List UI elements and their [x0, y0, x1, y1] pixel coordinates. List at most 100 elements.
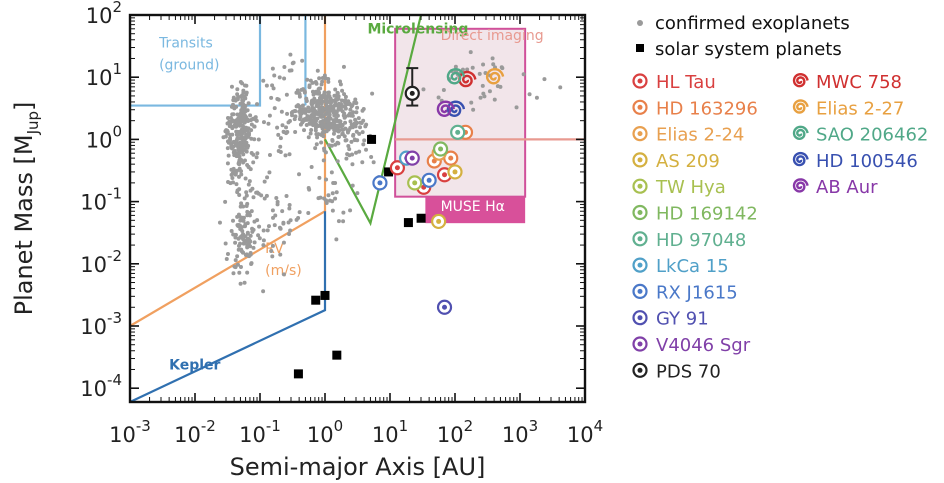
exoplanet-dot — [252, 137, 257, 142]
exoplanet-dot — [354, 129, 359, 134]
exoplanet-dot — [242, 240, 247, 245]
legend: confirmed exoplanets solar system planets… — [632, 13, 928, 382]
exoplanet-dot — [239, 169, 244, 174]
exoplanet-dot — [249, 209, 254, 214]
exoplanet-dot — [236, 222, 241, 227]
exoplanet-dot — [348, 208, 353, 213]
exoplanet-dot — [330, 191, 335, 196]
exoplanet-dot — [285, 111, 290, 116]
exoplanet-dot — [281, 240, 286, 245]
exoplanet-dot — [231, 218, 236, 223]
exoplanet-dot — [527, 92, 532, 97]
exoplanet-dot — [272, 106, 277, 111]
exoplanet-dot — [326, 90, 331, 95]
exoplanet-dot — [265, 175, 270, 180]
disk-ring-point — [436, 299, 453, 315]
exoplanet-dot — [542, 77, 547, 82]
exoplanet-dot — [322, 146, 327, 151]
exoplanet-dot — [324, 112, 329, 117]
solar-system-points — [293, 134, 426, 379]
legend-label: Elias 2-27 — [816, 98, 904, 119]
exoplanet-dot — [302, 118, 307, 123]
exoplanet-dot — [354, 150, 359, 155]
exoplanet-dot — [322, 90, 327, 95]
solar-planet-square — [384, 167, 394, 177]
exoplanet-dot — [334, 97, 339, 102]
exoplanet-dot — [282, 64, 287, 69]
exoplanet-dot — [337, 105, 342, 110]
exoplanet-dot — [498, 84, 503, 89]
y-tick-exp: -1 — [107, 185, 122, 203]
exoplanet-dot — [245, 201, 250, 206]
exoplanet-dot — [299, 107, 304, 112]
exoplanet-dot — [242, 224, 247, 229]
x-tick-base: 10 — [109, 423, 136, 447]
exoplanet-dot — [338, 124, 343, 129]
exoplanet-dot — [335, 140, 340, 145]
exoplanet-dot — [242, 196, 247, 201]
ring-core — [637, 288, 643, 294]
exoplanet-dot — [275, 202, 280, 207]
ring-core — [637, 157, 643, 163]
exoplanet-dot — [337, 120, 342, 125]
exoplanet-dot — [277, 75, 282, 80]
exoplanet-dot — [266, 224, 271, 229]
exoplanet-dot — [238, 112, 243, 117]
exoplanet-dot — [261, 289, 266, 294]
exoplanet-dot — [284, 125, 289, 130]
exoplanet-dot — [306, 186, 311, 191]
exoplanet-dot — [351, 110, 356, 115]
legend-label: RX J1615 — [656, 282, 738, 303]
x-tick-exp: -1 — [266, 417, 281, 435]
exoplanet-dot — [319, 101, 324, 106]
x-tick-exp: 1 — [399, 417, 409, 435]
ring-core — [637, 315, 643, 321]
exoplanet-dot — [293, 114, 298, 119]
disk-ring-point — [447, 164, 463, 180]
exoplanet-dot — [245, 213, 250, 218]
exoplanet-dot — [257, 236, 262, 241]
exoplanet-dot — [338, 82, 343, 87]
y-tick-exp: -3 — [107, 309, 122, 327]
exoplanet-dot — [275, 125, 280, 130]
disk-planet-points — [372, 67, 505, 315]
exoplanet-dot — [534, 95, 539, 100]
exoplanet-dot — [363, 124, 368, 129]
exoplanet-dot — [323, 117, 328, 122]
exoplanet-dot — [316, 124, 321, 129]
exoplanet-dot — [330, 125, 335, 130]
exoplanet-dot — [346, 99, 351, 104]
spiral-path — [792, 151, 809, 167]
disk-ring-point — [404, 150, 420, 166]
exoplanet-dot — [270, 243, 275, 248]
exoplanet-dot — [274, 195, 279, 200]
exoplanet-dot — [329, 170, 334, 175]
ring-core — [394, 165, 400, 171]
exoplanet-dot — [241, 204, 246, 209]
kepler-boundary — [129, 211, 327, 403]
y-tick-base: 10 — [80, 253, 107, 277]
exoplanet-dot — [234, 182, 239, 187]
exoplanet-dot — [318, 120, 323, 125]
legend-label: V4046 Sgr — [656, 335, 751, 356]
exoplanet-dot — [241, 143, 246, 148]
legend-label: confirmed exoplanets — [655, 13, 850, 34]
spiral-path — [792, 72, 809, 88]
x-tick-base: 10 — [372, 423, 399, 447]
region-label: RV (m/s) — [265, 241, 302, 279]
exoplanet-dot — [359, 121, 364, 126]
exoplanet-dot — [231, 95, 236, 100]
ring-core — [426, 177, 432, 183]
exoplanet-dot — [312, 96, 317, 101]
exoplanet-dot — [240, 123, 245, 128]
exoplanet-dot — [272, 223, 277, 228]
legend-ring-marker — [632, 310, 648, 326]
exoplanet-dot — [318, 195, 323, 200]
exoplanet-dot — [256, 137, 261, 142]
exoplanet-dot — [244, 125, 249, 130]
exoplanet-dot — [490, 56, 495, 61]
exoplanet-dot — [229, 84, 234, 89]
exoplanet-dot — [245, 128, 250, 133]
x-tick-label: 100 — [307, 417, 343, 447]
exoplanet-dot — [293, 130, 298, 135]
